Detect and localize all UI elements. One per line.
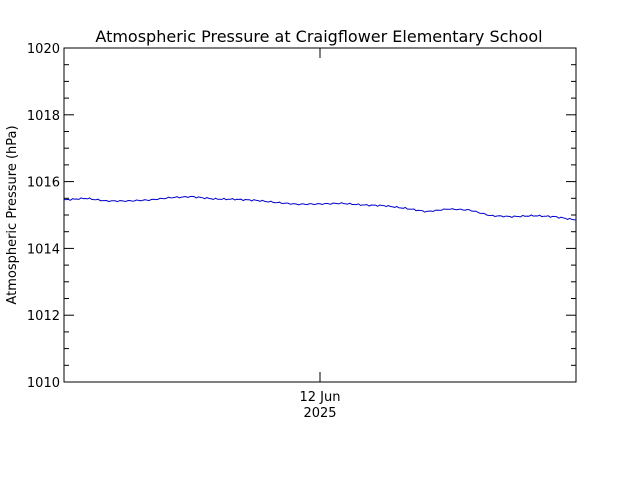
x-tick-label-year: 2025 [303, 406, 336, 421]
y-axis-ticks [64, 47, 576, 383]
plot-frame [63, 47, 577, 383]
chart-title: Atmospheric Pressure at Craigflower Elem… [95, 27, 542, 46]
pressure-series-line [64, 195, 577, 221]
y-axis-tick-labels: 1010 1012 1014 1016 1018 1020 [27, 42, 60, 391]
y-tick-label: 1014 [27, 242, 60, 257]
y-tick-label: 1016 [27, 176, 60, 191]
y-tick-label: 1012 [27, 309, 60, 324]
y-tick-label: 1010 [27, 376, 60, 391]
y-axis-label: Atmospheric Pressure (hPa) [5, 125, 20, 304]
series-group [64, 195, 577, 221]
y-tick-label: 1020 [27, 42, 60, 57]
x-tick-label-date: 12 Jun [300, 390, 341, 405]
y-tick-label: 1018 [27, 109, 60, 124]
